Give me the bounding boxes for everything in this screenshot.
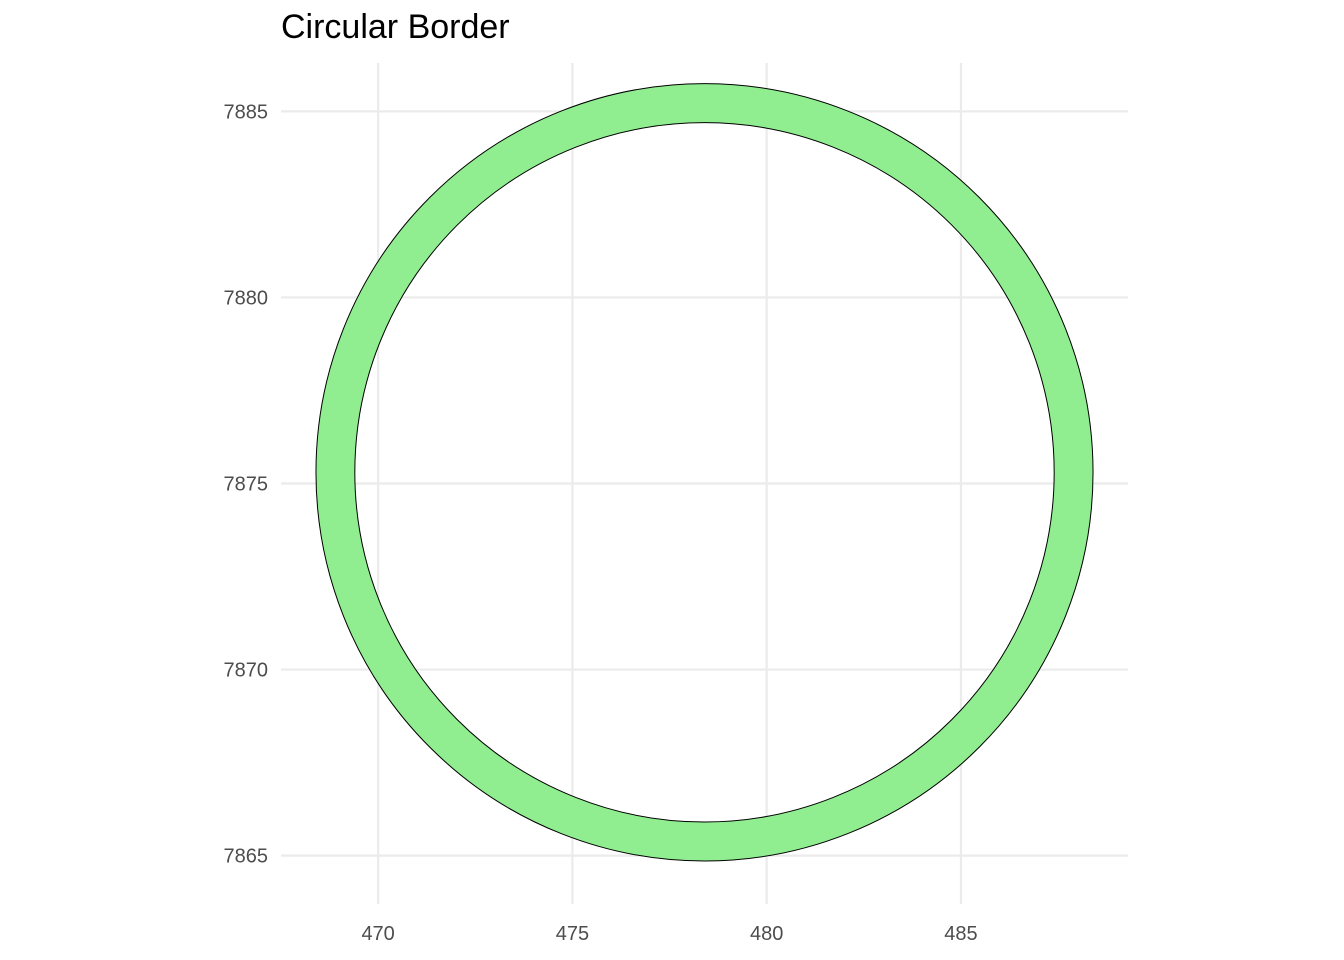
ring-marks: [315, 82, 1094, 863]
x-tick-label: 485: [944, 923, 977, 945]
x-axis-ticks: 470 475 480 485: [361, 923, 977, 945]
y-tick-label: 7875: [224, 474, 269, 496]
ring-border: [315, 82, 1094, 863]
y-tick-label: 7870: [224, 660, 269, 682]
x-tick-label: 470: [361, 923, 394, 945]
y-axis-ticks: 7865 7870 7875 7880 7885: [224, 101, 269, 867]
chart-title: Circular Border: [281, 8, 510, 46]
x-tick-label: 475: [556, 923, 589, 945]
y-tick-label: 7865: [224, 846, 269, 868]
grid-lines: [281, 63, 1128, 904]
x-tick-label: 480: [750, 923, 783, 945]
y-tick-label: 7885: [224, 101, 269, 123]
y-tick-label: 7880: [224, 287, 269, 309]
